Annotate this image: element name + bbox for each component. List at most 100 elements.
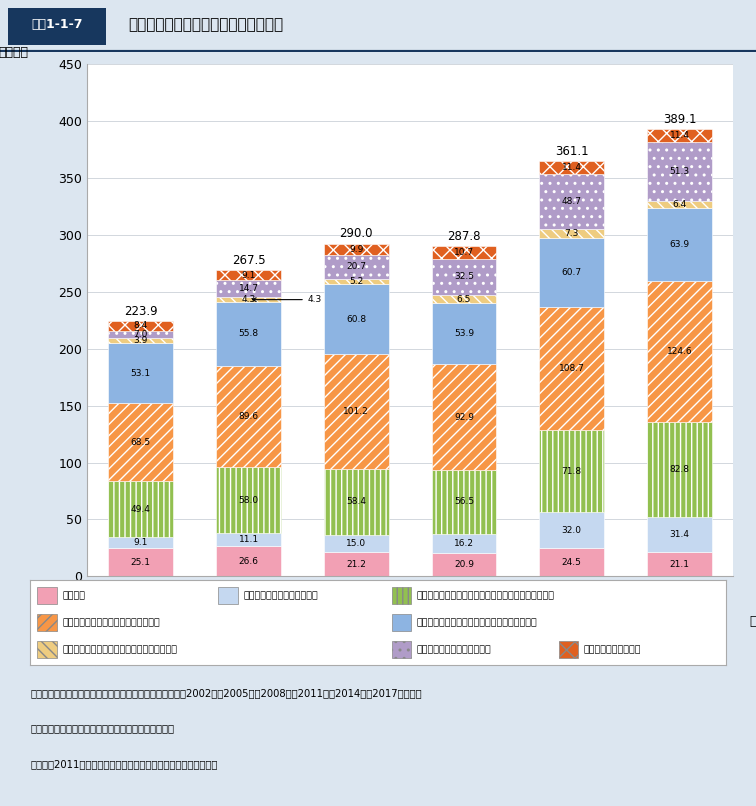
Bar [647,422,711,517]
Text: 6.5: 6.5 [457,295,471,304]
Bar [324,469,389,535]
Text: 16.2: 16.2 [454,538,474,548]
Bar [218,587,237,604]
Bar [539,307,604,430]
Bar [647,280,711,422]
Text: 92.9: 92.9 [454,413,474,422]
Bar [539,548,604,576]
Text: 認知症（血管性など）: 認知症（血管性など） [584,646,641,654]
Bar [647,201,711,208]
Text: 53.1: 53.1 [131,368,151,377]
Bar [109,403,173,481]
Bar [216,297,280,302]
Bar [37,642,57,659]
Bar [432,303,496,364]
Bar [216,546,280,576]
Text: 図表1-1-7: 図表1-1-7 [31,18,82,31]
Bar [432,470,496,534]
Bar [432,553,496,576]
Text: （年）: （年） [749,615,756,628]
Text: 32.0: 32.0 [562,526,581,534]
Text: 統合失調症、統合失調症型障害及び妄想性障害: 統合失調症、統合失調症型障害及び妄想性障害 [417,618,538,627]
Text: 神経症性障害、ストレス関連障害及び身体表現性障害: 神経症性障害、ストレス関連障害及び身体表現性障害 [417,591,555,600]
Text: 4.3: 4.3 [241,295,256,304]
Text: 種類別障害者数（精神障害者・外来）: 種類別障害者数（精神障害者・外来） [129,17,284,32]
Bar [109,538,173,548]
Bar [647,208,711,280]
Bar [37,587,57,604]
Bar [37,614,57,631]
Text: 287.8: 287.8 [448,230,481,243]
Bar [647,552,711,576]
Text: 認知症（アルツハイマー病）: 認知症（アルツハイマー病） [417,646,491,654]
Text: 101.2: 101.2 [343,407,369,416]
Bar [109,343,173,403]
Text: 8.4: 8.4 [134,322,148,330]
Bar [324,243,389,255]
Bar [432,247,496,259]
Bar [539,430,604,512]
Bar [392,614,411,631]
Text: 32.5: 32.5 [454,272,474,281]
Bar [324,552,389,576]
Text: 26.6: 26.6 [239,557,259,566]
Text: 7.0: 7.0 [134,330,148,339]
Text: 68.5: 68.5 [131,438,151,447]
Text: 気分〔感情〕障害（躁うつ病を含む）: 気分〔感情〕障害（躁うつ病を含む） [62,618,160,627]
Bar [539,512,604,548]
Text: 5.2: 5.2 [349,277,364,286]
Bar [109,330,173,339]
Bar [432,296,496,303]
Bar [392,642,411,659]
Text: 厚生労働省社会・援護局障害保健福祉部で作成: 厚生労働省社会・援護局障害保健福祉部で作成 [30,723,174,733]
Text: 14.7: 14.7 [239,285,259,293]
Text: 108.7: 108.7 [559,364,584,373]
Text: 20.7: 20.7 [346,262,366,272]
Text: 20.9: 20.9 [454,560,474,569]
Bar [216,467,280,534]
Text: 56.5: 56.5 [454,497,474,506]
Text: 124.6: 124.6 [667,347,692,356]
Text: 3.9: 3.9 [134,336,148,345]
Bar [539,230,604,238]
Y-axis label: （万人）: （万人） [0,47,29,60]
Bar [216,270,280,280]
Bar [647,130,711,143]
Bar [109,548,173,576]
Text: 63.9: 63.9 [669,240,689,249]
Text: 389.1: 389.1 [663,113,696,126]
Bar [324,535,389,552]
Text: 89.6: 89.6 [238,412,259,421]
Text: 11.4: 11.4 [562,163,581,172]
Bar [647,517,711,552]
Bar [432,259,496,296]
Text: 48.7: 48.7 [562,197,581,206]
Text: 11.1: 11.1 [238,535,259,544]
Text: 24.5: 24.5 [562,558,581,567]
Text: 6.4: 6.4 [672,200,686,209]
Bar [324,285,389,354]
Bar [109,481,173,538]
Text: 361.1: 361.1 [555,144,588,158]
Bar [109,321,173,330]
Bar [559,642,578,659]
Text: 53.9: 53.9 [454,329,474,338]
Bar [216,366,280,467]
Text: 267.5: 267.5 [232,254,265,267]
Bar [216,280,280,297]
Text: 21.2: 21.2 [346,559,366,569]
Bar [539,161,604,174]
Text: 82.8: 82.8 [670,465,689,474]
Text: 11.4: 11.4 [670,131,689,140]
Bar [324,354,389,469]
Bar [216,534,280,546]
Text: 7.3: 7.3 [565,229,579,238]
Text: 9.1: 9.1 [134,538,148,547]
Text: 49.4: 49.4 [131,505,150,513]
Bar [432,534,496,553]
Text: 290.0: 290.0 [339,227,373,240]
Text: 51.3: 51.3 [669,167,689,176]
Text: 31.4: 31.4 [670,530,689,539]
Text: 精神作用物質使用による精神及び行動の障害: 精神作用物質使用による精神及び行動の障害 [62,646,177,654]
Text: 58.0: 58.0 [238,496,259,505]
